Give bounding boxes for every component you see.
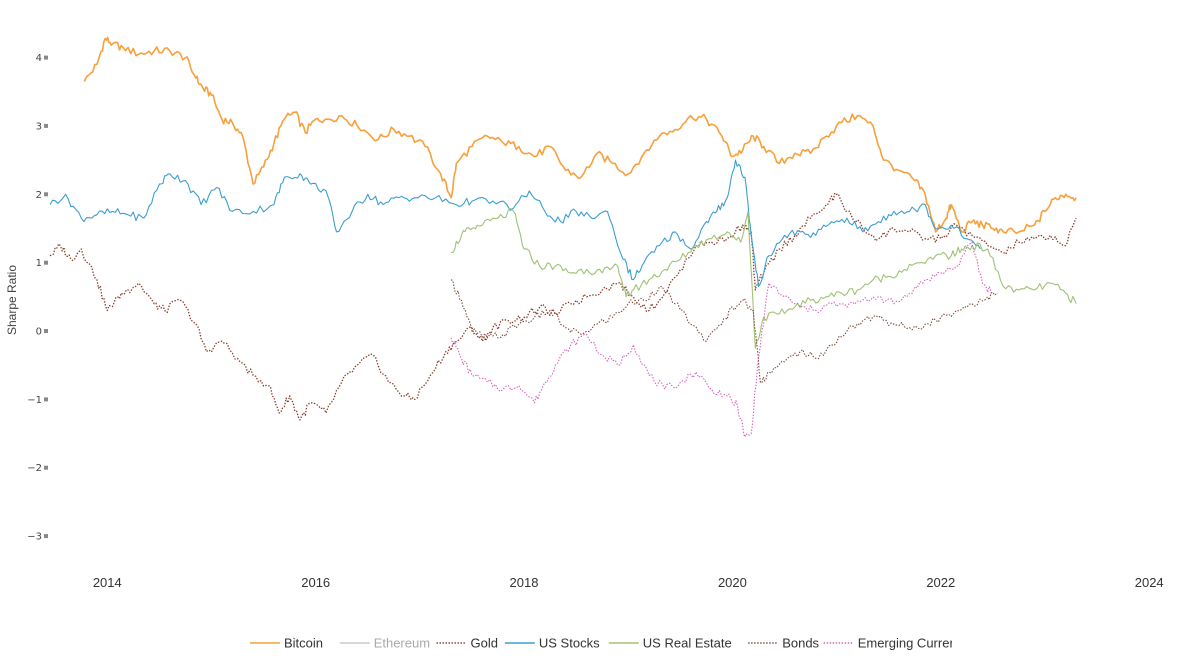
y-tick-label: 4: [36, 53, 42, 64]
x-axis: 2014 2016 2018 2020 2022 2024: [93, 575, 1164, 590]
y-tick-mark: [44, 260, 48, 265]
plot-area: [49, 36, 1077, 438]
series-line-gold: [49, 192, 1077, 421]
y-tick-mark: [44, 397, 48, 402]
y-axis-title: Sharpe Ratio: [5, 265, 19, 335]
y-tick-mark: [44, 534, 48, 539]
legend-label: US Real Estate: [643, 636, 732, 651]
y-tick-label: −3: [27, 532, 42, 543]
legend-item-bonds[interactable]: Bonds: [748, 636, 820, 651]
legend-label: Ethereum: [374, 636, 430, 651]
y-axis: −3 −2 −1 0 1 2 3 4: [27, 53, 48, 543]
legend-label: Bonds: [782, 636, 819, 651]
y-tick-mark: [44, 192, 48, 197]
y-tick-mark: [44, 329, 48, 333]
legend-item-ethereum[interactable]: Ethereum: [339, 636, 430, 651]
legend-label: Bitcoin: [284, 636, 323, 651]
y-tick-mark: [44, 55, 48, 60]
x-tick-label: 2014: [93, 575, 122, 590]
y-tick-label: −1: [27, 395, 42, 406]
y-tick-label: 2: [36, 190, 42, 201]
x-tick-label: 2018: [510, 575, 539, 590]
series-line-us-real-estate: [451, 207, 1077, 349]
y-tick-label: 1: [36, 258, 42, 269]
legend-item-bitcoin[interactable]: Bitcoin: [250, 636, 323, 651]
x-tick-label: 2024: [1135, 575, 1164, 590]
x-tick-label: 2016: [301, 575, 330, 590]
y-tick-label: −2: [27, 463, 42, 474]
y-tick-label: 3: [36, 121, 42, 132]
legend-item-gold[interactable]: Gold: [436, 636, 498, 651]
legend-label: Emerging Currencies: [858, 636, 981, 651]
y-tick-mark: [44, 465, 48, 470]
y-tick-label: 0: [36, 327, 42, 338]
legend: Bitcoin Ethereum Gold US Stocks US Real Esta…: [250, 636, 981, 651]
x-tick-label: 2022: [926, 575, 955, 590]
series-line-us-stocks: [49, 159, 981, 288]
x-tick-label: 2020: [718, 575, 747, 590]
legend-item-emerging-currencies[interactable]: Emerging Currencies: [823, 636, 981, 651]
series-line-emerging-currencies: [450, 241, 993, 438]
legend-label: US Stocks: [539, 636, 600, 651]
y-tick-mark: [44, 123, 48, 128]
legend-item-us-stocks[interactable]: US Stocks: [504, 636, 600, 651]
series-line-bonds: [450, 279, 999, 384]
series-line-bitcoin: [83, 36, 1077, 235]
legend-label: Gold: [471, 636, 498, 651]
legend-item-us-real-estate[interactable]: US Real Estate: [608, 636, 732, 651]
